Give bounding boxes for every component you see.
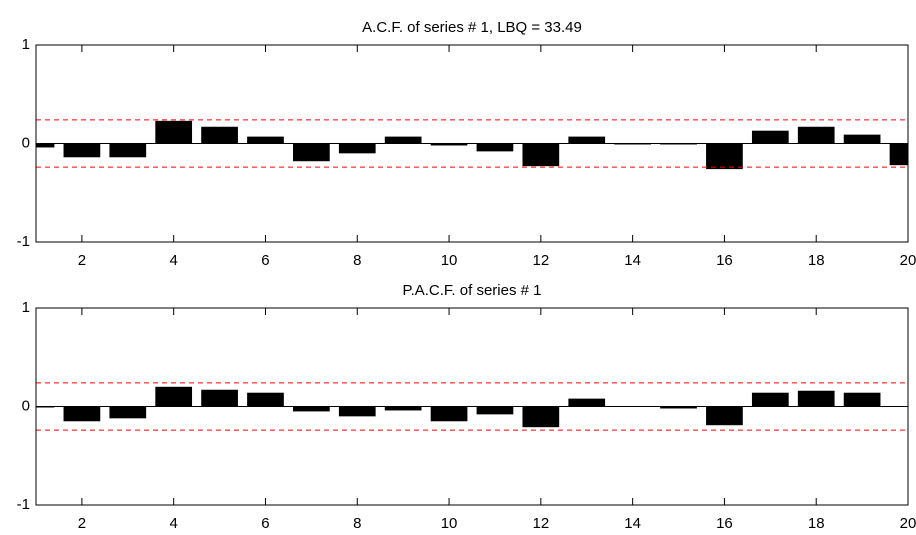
chart-title: P.A.C.F. of series # 1 [403,282,542,299]
y-tick-label: 0 [22,134,30,151]
plot-area [36,119,908,170]
bar [430,406,468,422]
y-tick-label: 0 [22,397,30,414]
bar [797,390,835,407]
y-tick-label: -1 [17,496,30,513]
bar [522,143,560,167]
x-tick-label: 16 [716,252,733,269]
bar [201,389,238,407]
x-tick-label: 18 [808,515,825,532]
x-tick-label: 8 [353,515,361,532]
chart-title: A.C.F. of series # 1, LBQ = 33.49 [362,19,582,36]
x-tick-label: 20 [900,252,916,269]
bar [338,143,376,154]
bar [751,392,789,407]
bar [384,136,422,144]
x-tick-label: 4 [170,515,178,532]
bar [155,120,193,144]
bar [293,143,330,162]
bar [109,143,147,158]
bar [797,126,835,144]
bar [247,392,284,407]
bar [155,386,193,407]
x-tick-label: 8 [353,252,361,269]
x-tick-label: 20 [900,515,916,532]
bar [568,136,606,144]
bar [568,398,606,407]
x-tick-label: 2 [78,515,86,532]
x-tick-label: 18 [808,252,825,269]
bar [63,406,101,422]
x-tick-label: 12 [532,252,549,269]
bar [843,134,881,144]
x-tick-label: 14 [624,515,641,532]
bar [843,392,881,407]
x-tick-label: 12 [532,515,549,532]
bar [338,406,376,417]
x-tick-label: 10 [441,252,458,269]
x-tick-label: 6 [261,252,269,269]
bar [293,406,330,412]
bar [384,406,422,411]
plot-area [36,382,908,431]
x-tick-label: 10 [441,515,458,532]
bar [751,130,789,144]
bar [476,143,514,152]
bar [476,406,514,415]
bar [522,406,560,428]
x-tick-label: 6 [261,515,269,532]
x-tick-label: 16 [716,515,733,532]
x-tick-label: 2 [78,252,86,269]
y-tick-label: 1 [22,36,30,53]
bar [36,143,55,148]
bar [660,406,697,409]
bar [63,143,101,158]
bar [430,143,468,146]
bar [706,406,743,426]
x-tick-label: 4 [170,252,178,269]
bar [247,136,284,144]
bar [201,126,238,144]
y-tick-label: -1 [17,233,30,250]
bar [706,143,743,170]
bar [889,143,908,166]
y-tick-label: 1 [22,299,30,316]
x-tick-label: 14 [624,252,641,269]
bar [109,406,147,419]
